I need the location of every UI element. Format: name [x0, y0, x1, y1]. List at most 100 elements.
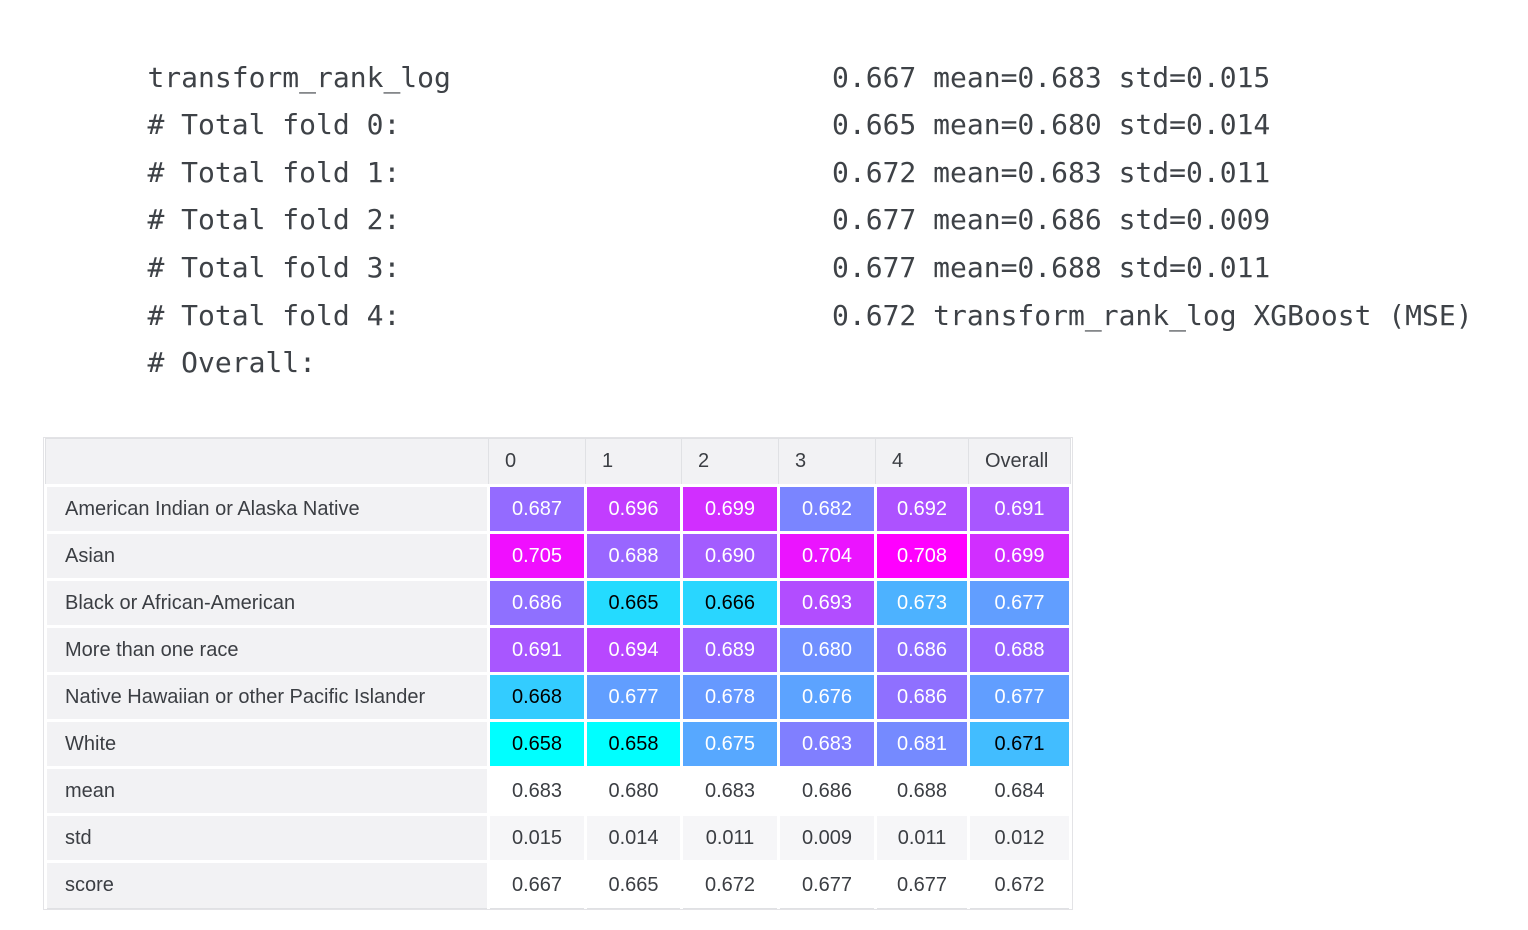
- log-title: transform_rank_log: [80, 6, 1528, 94]
- heatmap-cell: 0.683: [487, 766, 587, 816]
- log-line-label: # Total fold 3:: [147, 250, 401, 284]
- heatmap-cell: 0.673: [874, 578, 970, 628]
- heatmap-cell: 0.680: [584, 766, 683, 816]
- heatmap-cell: 0.677: [967, 578, 1072, 628]
- log-line-value: 0.667 mean=0.683 std=0.015: [832, 60, 1271, 94]
- heatmap-cell: 0.704: [777, 531, 877, 581]
- table-row: mean 0.683 0.680 0.683 0.686 0.688 0.684: [44, 766, 1072, 816]
- column-header: 1: [585, 438, 682, 487]
- heatmap-cell: 0.699: [967, 531, 1072, 581]
- column-header: 3: [778, 438, 876, 487]
- log-line-value: 0.677 mean=0.686 std=0.009: [832, 203, 1271, 237]
- heatmap-cell: 0.677: [777, 860, 877, 909]
- heatmap-cell: 0.667: [487, 860, 587, 909]
- heatmap-cell: 0.672: [967, 860, 1072, 909]
- heatmap-cell: 0.689: [680, 625, 780, 675]
- row-label: Native Hawaiian or other Pacific Islande…: [44, 672, 490, 722]
- log-line-label: # Overall:: [147, 346, 317, 380]
- log-line-label: # Total fold 4:: [147, 298, 401, 332]
- heatmap-cell: 0.676: [777, 672, 877, 722]
- heatmap-cell: 0.686: [874, 672, 970, 722]
- log-line: # Overall: 0.672 transform_rank_log XGBo…: [80, 292, 1528, 380]
- heatmap-cell: 0.683: [680, 766, 780, 816]
- heatmap-cell: 0.675: [680, 719, 780, 769]
- heatmap-table: 0 1 2 3 4 Overall American Indian or Alaska N…: [44, 438, 1072, 909]
- row-label: American Indian or Alaska Native: [44, 484, 490, 534]
- row-label: std: [44, 813, 490, 863]
- heatmap-cell: 0.696: [584, 484, 683, 534]
- table-row: American Indian or Alaska Native 0.687 0.6…: [44, 484, 1072, 534]
- column-header: 2: [681, 438, 779, 487]
- heatmap-cell: 0.680: [777, 625, 877, 675]
- column-header: 4: [875, 438, 969, 487]
- heatmap-cell: 0.658: [487, 719, 587, 769]
- heatmap-cell: 0.665: [584, 578, 683, 628]
- dataframe-container: 0 1 2 3 4 Overall American Indian or Alaska N…: [43, 437, 1073, 910]
- log-line-value: 0.665 mean=0.680 std=0.014: [832, 108, 1271, 142]
- heatmap-cell: 0.014: [584, 813, 683, 863]
- heatmap-body: American Indian or Alaska Native 0.687 0.6…: [44, 484, 1072, 909]
- heatmap-cell: 0.693: [777, 578, 877, 628]
- heatmap-cell: 0.677: [584, 672, 683, 722]
- table-row: std 0.015 0.014 0.011 0.009 0.011 0.012: [44, 813, 1072, 863]
- heatmap-cell: 0.688: [584, 531, 683, 581]
- log-line: # Total fold 3: 0.677 mean=0.686 std=0.0…: [80, 196, 1528, 284]
- table-row: More than one race 0.691 0.694 0.689 0.680 0.…: [44, 625, 1072, 675]
- heatmap-cell: 0.009: [777, 813, 877, 863]
- table-row: Asian 0.705 0.688 0.690 0.704 0.708 0.699: [44, 531, 1072, 581]
- heatmap-cell: 0.665: [584, 860, 683, 909]
- heatmap-cell: 0.692: [874, 484, 970, 534]
- heatmap-cell: 0.691: [967, 484, 1072, 534]
- heatmap-cell: 0.684: [967, 766, 1072, 816]
- row-label: mean: [44, 766, 490, 816]
- log-line-label: # Total fold 2:: [147, 203, 401, 237]
- heatmap-cell: 0.012: [967, 813, 1072, 863]
- heatmap-cell: 0.686: [874, 625, 970, 675]
- row-label: Black or African-American: [44, 578, 490, 628]
- heatmap-cell: 0.694: [584, 625, 683, 675]
- table-row: White 0.658 0.658 0.675 0.683 0.681 0.671: [44, 719, 1072, 769]
- table-row: Native Hawaiian or other Pacific Islande…: [44, 672, 1072, 722]
- log-line: # Total fold 1: 0.665 mean=0.680 std=0.0…: [80, 101, 1528, 189]
- heatmap-cell: 0.688: [967, 625, 1072, 675]
- row-label: Asian: [44, 531, 490, 581]
- table-row: score 0.667 0.665 0.672 0.677 0.677 0.672: [44, 860, 1072, 909]
- heatmap-cell: 0.011: [680, 813, 780, 863]
- heatmap-cell: 0.011: [874, 813, 970, 863]
- row-label: score: [44, 860, 490, 909]
- heatmap-cell: 0.686: [487, 578, 587, 628]
- column-header: 0: [488, 438, 586, 487]
- heatmap-cell: 0.681: [874, 719, 970, 769]
- heatmap-cell: 0.691: [487, 625, 587, 675]
- heatmap-cell: 0.677: [874, 860, 970, 909]
- corner-header-cell: [45, 438, 489, 487]
- heatmap-cell: 0.688: [874, 766, 970, 816]
- heatmap-cell: 0.677: [967, 672, 1072, 722]
- heatmap-header: 0 1 2 3 4 Overall: [45, 438, 1071, 487]
- heatmap-cell: 0.682: [777, 484, 877, 534]
- log-line-value: 0.677 mean=0.688 std=0.011: [832, 250, 1271, 284]
- log-line-label: # Total fold 1:: [147, 155, 401, 189]
- heatmap-cell: 0.672: [680, 860, 780, 909]
- heatmap-cell: 0.686: [777, 766, 877, 816]
- heatmap-cell: 0.683: [777, 719, 877, 769]
- heatmap-cell: 0.708: [874, 531, 970, 581]
- row-label: More than one race: [44, 625, 490, 675]
- heatmap-cell: 0.668: [487, 672, 587, 722]
- column-header: Overall: [968, 438, 1071, 487]
- log-line-value: 0.672 mean=0.683 std=0.011: [832, 155, 1271, 189]
- heatmap-cell: 0.666: [680, 578, 780, 628]
- table-row: Black or African-American 0.686 0.665 0.666…: [44, 578, 1072, 628]
- heatmap-cell: 0.699: [680, 484, 780, 534]
- row-label: White: [44, 719, 490, 769]
- heatmap-cell: 0.705: [487, 531, 587, 581]
- heatmap-cell: 0.015: [487, 813, 587, 863]
- heatmap-cell: 0.690: [680, 531, 780, 581]
- heatmap-cell: 0.671: [967, 719, 1072, 769]
- log-line: # Total fold 0: 0.667 mean=0.683 std=0.0…: [80, 54, 1528, 142]
- log-line: # Total fold 2: 0.672 mean=0.683 std=0.0…: [80, 149, 1528, 237]
- log-line-value: 0.672 transform_rank_log XGBoost (MSE): [832, 298, 1473, 332]
- heatmap-cell: 0.687: [487, 484, 587, 534]
- heatmap-cell: 0.678: [680, 672, 780, 722]
- log-title-text: transform_rank_log: [147, 60, 451, 94]
